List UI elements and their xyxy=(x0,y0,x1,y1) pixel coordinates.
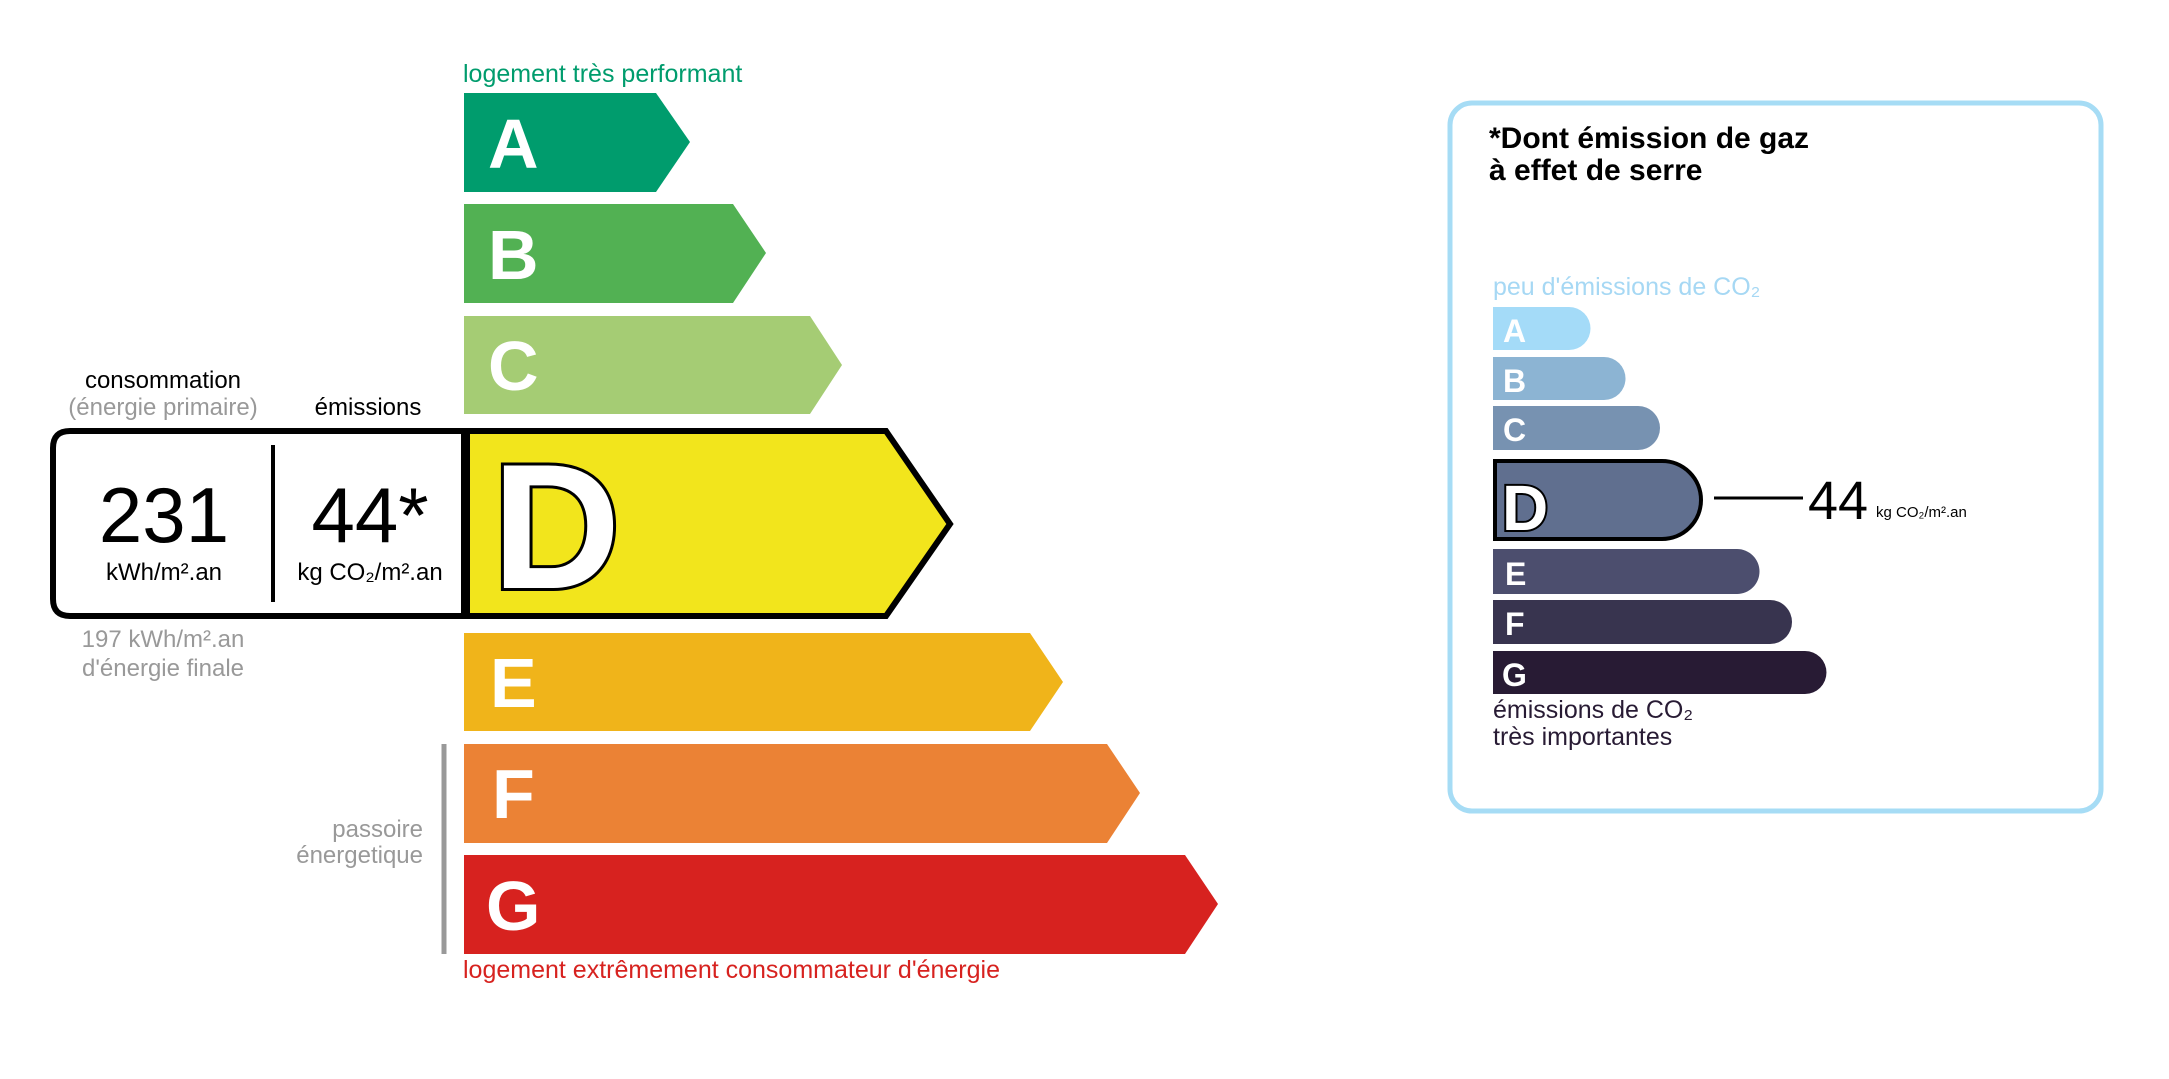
emissions-label: émissions xyxy=(314,394,422,421)
energy-letter-d: D xyxy=(492,427,621,626)
energy-letter-a: A xyxy=(488,105,539,183)
consumption-value: 231 xyxy=(98,471,230,559)
ges-bar-f xyxy=(1493,600,1792,644)
ges-top-label: peu d'émissions de CO₂ xyxy=(1493,273,1761,301)
energy-bottom-label: logement extrêmement consommateur d'éner… xyxy=(463,956,1000,984)
energy-bar-c xyxy=(464,316,842,414)
energy-bar-d xyxy=(464,428,954,619)
energy-current-box xyxy=(50,428,467,619)
energy-letter-c: C xyxy=(488,327,539,405)
consumption-sublabel: (énergie primaire) xyxy=(68,394,258,421)
ges-letter-b: B xyxy=(1503,363,1526,399)
passoire-label-1: passoire xyxy=(332,816,423,843)
energy-letter-e: E xyxy=(490,644,537,722)
energy-letter-b: B xyxy=(488,216,539,294)
ges-letter-a: A xyxy=(1503,313,1526,349)
energy-bar-g xyxy=(464,855,1218,954)
emissions-value: 44* xyxy=(311,471,429,559)
ges-bar-g xyxy=(1493,651,1827,694)
ges-bar-b xyxy=(1493,357,1626,400)
ges-bar-e xyxy=(1493,549,1760,594)
passoire-label-2: énergetique xyxy=(296,842,423,869)
ges-letter-g: G xyxy=(1502,657,1527,693)
ges-unit: kg CO₂/m².an xyxy=(1876,504,1967,521)
energy-bar-a xyxy=(464,93,690,192)
energy-top-label: logement très performant xyxy=(463,60,743,88)
energy-letter-f: F xyxy=(492,755,535,833)
ges-title-line2: à effet de serre xyxy=(1489,154,1703,187)
ges-letter-e: E xyxy=(1505,556,1526,592)
ges-letter-c: C xyxy=(1503,412,1526,448)
ges-bottom-label-2: très importantes xyxy=(1493,723,1673,751)
ges-bar-a xyxy=(1493,307,1591,350)
emissions-unit: kg CO₂/m².an xyxy=(297,559,443,586)
ges-bar-c xyxy=(1493,406,1660,450)
final-energy-value: 197 kWh/m².an xyxy=(81,626,245,653)
energy-bar-f xyxy=(464,744,1140,843)
consumption-unit: kWh/m².an xyxy=(105,559,223,586)
ges-bottom-label-1: émissions de CO₂ xyxy=(1493,696,1694,724)
ges-letter-d: D xyxy=(1502,472,1548,544)
ges-value: 44 xyxy=(1808,471,1869,531)
final-energy-label: d'énergie finale xyxy=(81,655,245,682)
energy-bar-e xyxy=(464,633,1063,731)
ges-letter-f: F xyxy=(1505,606,1525,642)
consumption-label: consommation xyxy=(84,367,242,394)
energy-letter-g: G xyxy=(486,867,540,945)
ges-title-line1: *Dont émission de gaz xyxy=(1489,122,1810,155)
ges-bar-d xyxy=(1493,459,1703,541)
energy-bar-b xyxy=(464,204,766,303)
